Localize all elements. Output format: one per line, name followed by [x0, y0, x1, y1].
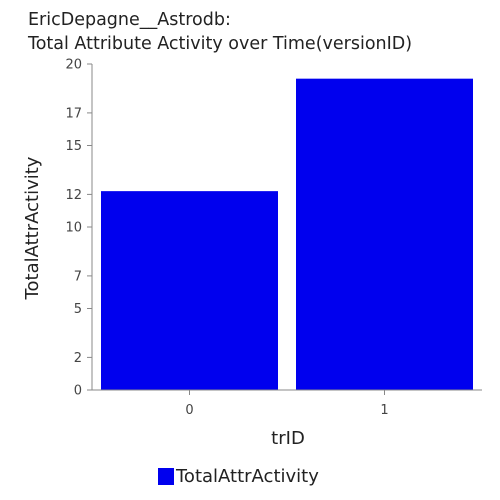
y-tick-label: 2 — [74, 351, 82, 366]
x-axis-title: trID — [271, 428, 305, 449]
y-axis-title: TotalAttrActivity — [22, 156, 43, 300]
y-axis: 0 2 5 7 10 12 15 17 20 — [65, 58, 93, 399]
y-tick-label: 0 — [74, 384, 82, 399]
y-tick-label: 20 — [65, 58, 82, 73]
y-tick-label: 12 — [65, 188, 82, 203]
chart-title-line-1: EricDepagne__Astrodb: — [28, 10, 231, 30]
bars-group — [101, 78, 473, 391]
y-tick-label: 15 — [65, 139, 82, 154]
legend-label: TotalAttrActivity — [176, 466, 319, 487]
y-tick-label: 10 — [65, 221, 82, 236]
legend-swatch — [158, 468, 174, 485]
x-tick-label: 1 — [380, 403, 388, 418]
bar-0 — [101, 191, 278, 390]
y-tick-label: 7 — [74, 269, 82, 284]
bar-1 — [296, 78, 473, 391]
legend: TotalAttrActivity — [158, 466, 319, 487]
y-tick-label: 5 — [74, 302, 82, 317]
chart-title-line-2: Total Attribute Activity over Time(versi… — [28, 34, 413, 54]
x-tick-label: 0 — [185, 403, 193, 418]
y-tick-label: 17 — [65, 106, 82, 121]
